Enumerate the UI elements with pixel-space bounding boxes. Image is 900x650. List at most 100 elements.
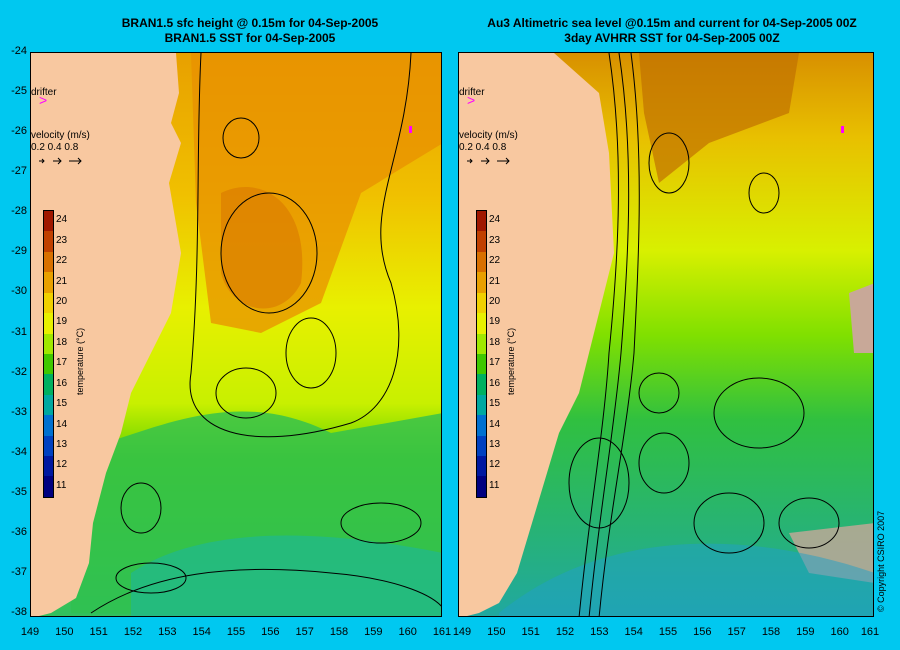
x-tick-label-left: 159 (364, 626, 383, 638)
left-colorbar (43, 210, 54, 498)
colorbar-label: 18 (56, 336, 68, 348)
x-tick-label-left: 157 (295, 626, 314, 638)
colorbar-label: 23 (56, 234, 68, 246)
colorbar-label: 11 (489, 479, 500, 491)
colorbar-label: 19 (56, 316, 68, 328)
colorbar-segment (477, 272, 486, 293)
left-coastline-land (31, 53, 181, 616)
copyright-text: © Copyright CSIRO 2007 (876, 510, 886, 612)
colorbar-label: 14 (56, 418, 68, 430)
y-tick-label: -28 (11, 205, 27, 218)
x-tick-label-right: 150 (487, 626, 506, 638)
colorbar-label: 23 (489, 234, 501, 246)
colorbar-segment (44, 394, 53, 416)
colorbar-segment (477, 456, 486, 477)
right-drifter-symbol: > (467, 92, 475, 108)
colorbar-label: 18 (489, 336, 501, 348)
colorbar-label: 20 (56, 295, 68, 307)
colorbar-segment (477, 333, 486, 354)
x-tick-label-left: 153 (158, 626, 177, 638)
x-tick-label-right: 158 (761, 626, 781, 638)
colorbar-label: 15 (56, 398, 68, 410)
y-tick-label: -34 (11, 445, 27, 458)
x-tick-label-right: 159 (796, 626, 815, 638)
colorbar-segment (477, 292, 486, 314)
colorbar-label: 20 (489, 295, 501, 307)
colorbar-segment (477, 374, 486, 395)
colorbar-segment (44, 211, 53, 232)
y-tick-label: -24 (11, 45, 27, 57)
x-tick-label-right: 154 (624, 626, 643, 638)
colorbar-segment (44, 415, 53, 436)
right-drifter-mark (841, 126, 844, 133)
colorbar-segment (477, 313, 486, 334)
colorbar-label: 13 (56, 438, 68, 450)
right-map-panel: > (458, 52, 874, 617)
colorbar-segment (44, 292, 53, 314)
left-title-line2: BRAN1.5 SST for 04-Sep-2005 (164, 31, 336, 45)
left-velocity-scale: 0.2 0.4 0.8 (31, 142, 79, 153)
left-title-line1: BRAN1.5 sfc height @ 0.15m for 04-Sep-20… (121, 16, 379, 30)
colorbar-segment (44, 476, 53, 497)
y-tick-label: -32 (11, 365, 27, 378)
colorbar-label: 11 (56, 479, 67, 491)
colorbar-segment (477, 415, 486, 436)
y-tick-label: -35 (11, 485, 27, 498)
colorbar-segment (44, 313, 53, 334)
x-tick-label-left: 161 (432, 626, 452, 638)
colorbar-label: 22 (489, 255, 501, 267)
y-tick-label: -36 (11, 525, 27, 538)
colorbar-segment (477, 251, 486, 273)
colorbar-label: 14 (489, 418, 501, 430)
colorbar-label: 21 (489, 275, 501, 287)
x-tick-label-right: 153 (590, 626, 609, 638)
right-colorbar (476, 210, 487, 498)
x-tick-label-right: 155 (658, 626, 678, 638)
y-tick-label: -26 (11, 125, 27, 138)
colorbar-label: 12 (56, 459, 68, 471)
y-tick-label: -37 (11, 565, 27, 578)
x-tick-label-left: 156 (261, 626, 280, 638)
colorbar-label: 22 (56, 255, 68, 267)
colorbar-segment (44, 353, 53, 375)
left-drifter-label: drifter (31, 87, 57, 98)
colorbar-label: 16 (56, 377, 68, 389)
left-velocity-label: velocity (m/s) (31, 130, 90, 141)
colorbar-segment (44, 456, 53, 477)
colorbar-segment (477, 353, 486, 375)
y-tick-label: -30 (11, 285, 27, 298)
y-tick-label: -33 (11, 405, 27, 418)
left-colorbar-title: temperature (°C) (75, 327, 85, 395)
left-velocity-arrows (39, 157, 82, 165)
colorbar-label: 13 (489, 438, 501, 450)
x-tick-label-right: 161 (860, 626, 880, 638)
x-tick-label-left: 149 (20, 626, 40, 638)
left-map-panel: > (30, 52, 442, 617)
right-colorbar-title: temperature (°C) (506, 327, 516, 395)
left-sst-map: > (31, 53, 441, 616)
left-title: BRAN1.5 sfc height @ 0.15m for 04-Sep-20… (60, 16, 440, 46)
x-tick-label-right: 149 (452, 626, 472, 638)
x-tick-label-right: 156 (693, 626, 712, 638)
x-tick-label-left: 151 (89, 626, 108, 638)
colorbar-segment (477, 435, 486, 457)
x-tick-label-left: 155 (226, 626, 246, 638)
colorbar-label: 21 (56, 275, 68, 287)
left-drifter-symbol: > (39, 92, 47, 108)
colorbar-label: 16 (489, 377, 501, 389)
right-velocity-label: velocity (m/s) (459, 130, 518, 141)
right-velocity-arrows (467, 157, 510, 165)
colorbar-segment (477, 394, 486, 416)
x-tick-label-left: 152 (123, 626, 143, 638)
right-title: Au3 Altimetric sea level @0.15m and curr… (462, 16, 882, 46)
colorbar-segment (477, 476, 486, 497)
colorbar-label: 12 (489, 459, 501, 471)
right-coastline-land (459, 53, 614, 616)
x-tick-label-left: 158 (329, 626, 349, 638)
colorbar-label: 17 (56, 357, 68, 369)
x-tick-label-right: 160 (830, 626, 849, 638)
x-tick-label-left: 150 (55, 626, 74, 638)
left-drifter-mark (409, 126, 412, 133)
right-title-line1: Au3 Altimetric sea level @0.15m and curr… (487, 16, 857, 30)
x-tick-label-right: 157 (727, 626, 746, 638)
